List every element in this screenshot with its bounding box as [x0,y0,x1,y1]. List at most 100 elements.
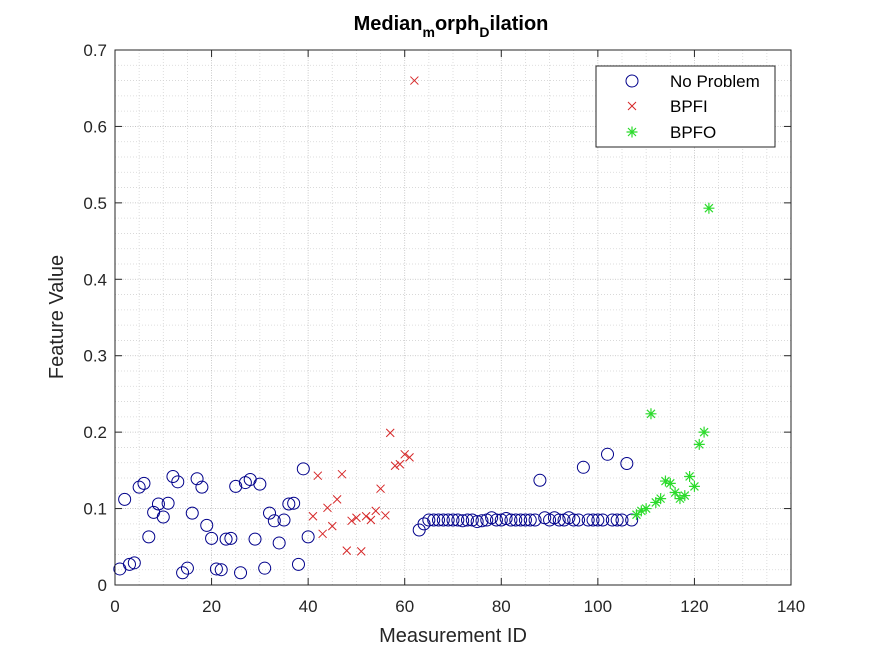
data-points [113,76,715,580]
y-tick-labels: 0 0.1 0.2 0.3 0.4 0.5 0.6 0.7 [83,41,107,595]
no-problem-point [523,513,537,527]
no-problem-point [625,513,639,527]
y-tick-label: 0.3 [83,347,107,366]
no-problem-point [161,496,175,510]
bpfi-point [395,459,405,469]
no-problem-point [446,513,460,527]
no-problem-point [219,532,233,546]
no-problem-point [156,510,170,524]
no-problem-point [586,513,600,527]
no-problem-point [601,447,615,461]
bpfo-point [703,202,715,214]
legend-marker-bpfi [627,101,637,111]
x-tick-label: 120 [680,597,708,616]
tick-marks [114,49,792,586]
no-problem-point [615,513,629,527]
bpfo-point [630,509,642,521]
bpfo-point [669,487,681,499]
no-problem-point [282,497,296,511]
x-tick-label: 60 [395,597,414,616]
bpfi-point [332,495,342,504]
no-problem-point [581,513,595,527]
no-problem-point [127,556,141,570]
no-problem-point [436,513,450,527]
no-problem-point [185,506,199,520]
bpfi-point [356,547,366,556]
legend-entry-bpfi: BPFI [670,97,708,116]
bpfi-point [376,484,385,494]
no-problem-point [432,513,446,527]
legend: No Problem BPFI BPFO [595,65,776,148]
no-problem-point [253,477,267,491]
no-problem-point [205,531,219,545]
bpfo-point [684,470,696,482]
no-problem-point [509,513,523,527]
no-problem-point [451,513,465,527]
bpfi-point [327,521,337,531]
bpfi-point [390,461,400,471]
x-tick-label: 20 [202,597,221,616]
y-tick-label: 0.4 [83,270,107,289]
no-problem-point [518,513,532,527]
no-problem-point [596,513,610,527]
no-problem-point [118,492,132,506]
bpfi-point [366,515,376,525]
no-problem-point [470,515,484,529]
x-tick-labels: 0 20 40 60 80 100 120 140 [110,597,805,616]
bpfi-point [313,471,323,481]
x-tick-label: 40 [299,597,318,616]
no-problem-point [456,514,470,528]
legend-entry-bpfo: BPFO [670,123,716,142]
legend-entry-no-problem: No Problem [670,72,760,91]
no-problem-point [533,473,547,487]
no-problem-point [132,480,146,494]
bpfo-point [674,493,686,505]
no-problem-point [291,557,305,571]
legend-markers [625,74,639,138]
minor-grid [115,50,791,585]
bpfi-point [385,428,395,438]
bpfo-point [664,477,676,489]
bpfi-point [400,449,410,459]
no-problem-point [417,517,431,531]
no-problem-point [605,513,619,527]
legend-marker-bpfo [626,126,638,138]
y-tick-label: 0.2 [83,423,107,442]
axes-box [114,49,792,586]
bpfi-point [308,511,318,521]
bpfi-point [323,503,332,513]
x-axis-label: Measurement ID [379,625,527,647]
no-problem-point [441,513,455,527]
bpfi-point [361,511,371,521]
no-problem-point [142,530,156,544]
no-problem-point [296,462,310,476]
no-problem-point [610,513,624,527]
y-axis-label: Feature Value [46,255,68,379]
no-problem-point [475,514,489,528]
no-problem-point [499,512,513,526]
bpfi-point [381,511,390,520]
no-problem-point [567,513,581,527]
no-problem-point [460,513,474,527]
bpfi-point [371,506,381,516]
bpfi-point [318,529,327,539]
no-problem-point [263,506,277,520]
no-problem-point [151,497,165,511]
no-problem-point [591,513,605,527]
bpfo-point [693,438,705,450]
y-tick-label: 0 [98,576,107,595]
no-problem-point [514,513,528,527]
no-problem-point [180,561,194,575]
x-tick-label: 0 [110,597,119,616]
bpfi-point [347,516,356,526]
bpfo-point [650,496,662,508]
no-problem-point [287,496,301,510]
bpfo-point [698,426,710,438]
bpfi-point [405,453,414,462]
no-problem-point [229,479,243,493]
no-problem-point [267,514,281,528]
bpfi-point [410,76,419,85]
bpfo-point [645,408,657,420]
no-problem-point [427,513,441,527]
